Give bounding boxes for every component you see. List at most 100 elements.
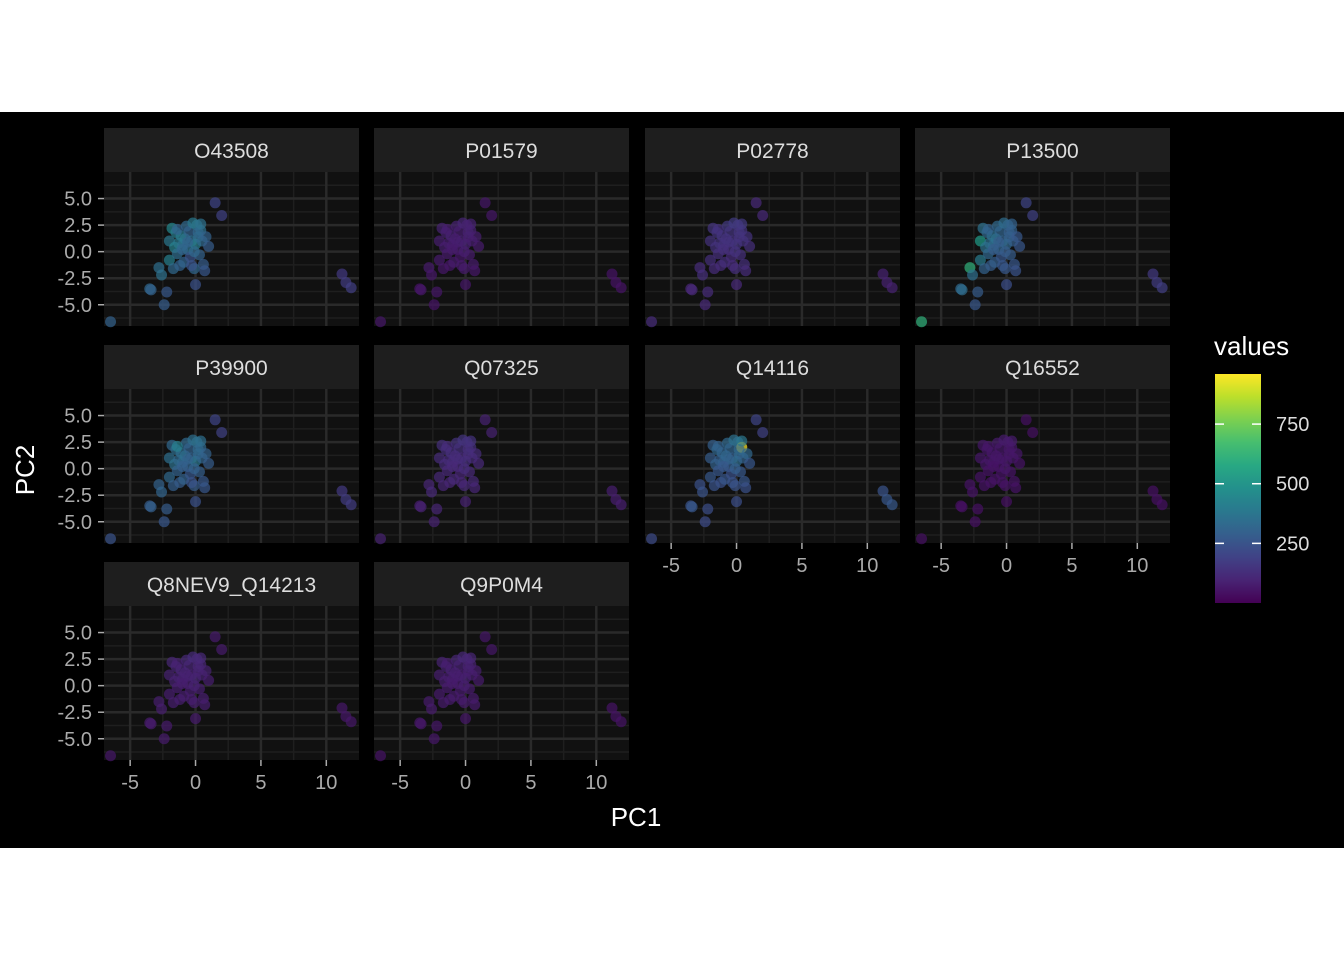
- y-tick-label: 5.0: [64, 406, 92, 428]
- data-point: [163, 471, 175, 483]
- data-point: [145, 718, 157, 730]
- data-point: [176, 244, 188, 256]
- y-axis-title: PC2: [10, 445, 40, 496]
- panel-area: [104, 172, 359, 326]
- facet-label: Q07325: [464, 357, 539, 380]
- data-point: [456, 476, 468, 488]
- data-point: [997, 476, 1009, 488]
- data-point: [453, 442, 465, 454]
- data-point: [1014, 240, 1026, 252]
- data-point: [428, 733, 440, 745]
- facet-panel-q07325: Q07325: [374, 345, 629, 545]
- data-point: [158, 516, 170, 528]
- data-point: [1006, 218, 1018, 230]
- data-point: [465, 652, 477, 664]
- data-point: [1147, 485, 1159, 497]
- data-point: [415, 718, 427, 730]
- data-point: [712, 223, 724, 235]
- data-point: [615, 716, 627, 728]
- data-point: [470, 231, 482, 243]
- data-point: [994, 225, 1006, 237]
- x-tick-label: -5: [932, 555, 950, 577]
- data-point: [441, 440, 453, 452]
- facet-label: Q16552: [1005, 357, 1080, 380]
- facet-panels: O43508 5.0 2.5 0.0 -2.5 -5.0 P01579 P02778 P1350…: [58, 128, 1170, 794]
- data-point: [190, 496, 202, 508]
- data-point: [1011, 231, 1023, 243]
- facet-strip: [374, 345, 629, 389]
- data-point: [712, 440, 724, 452]
- facet-label: Q14116: [736, 357, 809, 380]
- data-point: [441, 223, 453, 235]
- x-tick-label: 5: [525, 772, 536, 794]
- data-point: [458, 463, 470, 475]
- data-point: [426, 269, 438, 281]
- facet-strip: [104, 562, 359, 606]
- data-point: [190, 279, 202, 291]
- data-point: [200, 231, 212, 243]
- data-point: [1014, 457, 1026, 469]
- x-tick-label: -5: [121, 772, 139, 794]
- y-tick-label: 0.0: [64, 676, 92, 698]
- data-point: [446, 678, 458, 690]
- data-point: [967, 486, 979, 498]
- data-point: [216, 210, 228, 222]
- data-point: [724, 225, 736, 237]
- data-point: [200, 665, 212, 677]
- data-point: [1011, 448, 1023, 460]
- data-point: [999, 246, 1011, 258]
- data-point: [699, 299, 711, 311]
- data-point: [727, 259, 739, 271]
- y-tick-label: -5.0: [58, 512, 92, 534]
- panel-area: [374, 389, 629, 543]
- data-point: [460, 713, 472, 725]
- data-point: [724, 442, 736, 454]
- data-point: [916, 316, 928, 328]
- data-point: [1020, 414, 1032, 426]
- data-point: [686, 284, 698, 296]
- data-point: [606, 268, 618, 280]
- panel-area: [915, 172, 1170, 326]
- facet-strip: [104, 128, 359, 172]
- data-point: [473, 240, 485, 252]
- panel-area: [374, 172, 629, 326]
- facet-label: P39900: [195, 357, 267, 380]
- data-point: [1156, 499, 1168, 511]
- y-tick-label: -2.5: [58, 268, 92, 290]
- data-point: [428, 299, 440, 311]
- data-point: [606, 485, 618, 497]
- data-point: [731, 279, 743, 291]
- y-tick-label: -2.5: [58, 485, 92, 507]
- data-point: [972, 503, 984, 515]
- data-point: [974, 254, 986, 266]
- data-point: [736, 218, 748, 230]
- data-point: [615, 282, 627, 294]
- data-point: [1156, 282, 1168, 294]
- y-tick-label: 0.0: [64, 242, 92, 264]
- colorbar-tick-label: 250: [1276, 533, 1309, 555]
- data-point: [473, 457, 485, 469]
- data-point: [744, 457, 756, 469]
- data-point: [209, 414, 221, 426]
- data-point: [345, 282, 357, 294]
- data-point: [987, 461, 999, 473]
- data-point: [741, 231, 753, 243]
- data-point: [972, 286, 984, 298]
- data-point: [176, 678, 188, 690]
- data-point: [105, 750, 117, 762]
- facet-panel-q14116: Q14116 -5 0 5 10: [645, 345, 900, 577]
- data-point: [699, 516, 711, 528]
- data-point: [415, 284, 427, 296]
- x-tick-label: 5: [255, 772, 266, 794]
- data-point: [199, 699, 211, 711]
- data-point: [877, 268, 889, 280]
- y-tick-label: 5.0: [64, 189, 92, 211]
- panel-area: [374, 606, 629, 760]
- data-point: [606, 702, 618, 714]
- data-point: [105, 533, 117, 545]
- data-point: [967, 269, 979, 281]
- data-point: [431, 720, 443, 732]
- facet-panel-o43508: O43508 5.0 2.5 0.0 -2.5 -5.0: [58, 128, 359, 328]
- facet-panel-q16552: Q16552 -5 0 5 10: [915, 345, 1170, 577]
